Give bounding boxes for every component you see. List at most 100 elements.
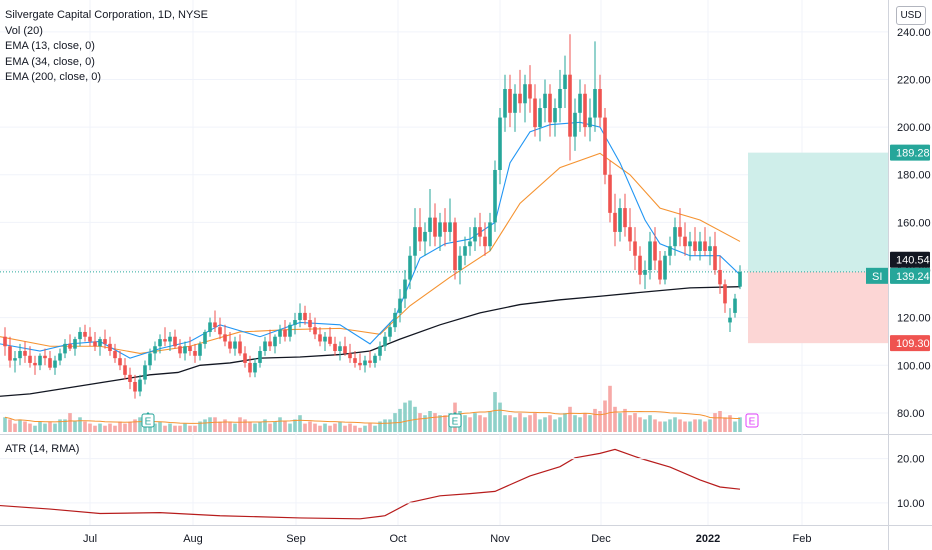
marker-box [448, 413, 462, 428]
candle-body [38, 355, 42, 366]
earnings-marker[interactable]: E [745, 413, 759, 428]
candle-body [468, 241, 472, 247]
candle-body [243, 353, 247, 363]
legend-ema34[interactable]: EMA (34, close, 0) [5, 55, 95, 68]
stop-price-badge-bg [890, 335, 930, 352]
legend-atr[interactable]: ATR (14, RMA) [5, 443, 80, 455]
candle-body [43, 355, 47, 359]
last-price-badge-bg [890, 267, 930, 284]
volume-bar [688, 421, 692, 432]
volume-bar [33, 425, 37, 432]
position-zones[interactable] [0, 152, 888, 344]
volume-bar [83, 421, 87, 432]
candle-body [398, 298, 402, 313]
time-tick-label: Jul [83, 533, 97, 545]
currency-button[interactable]: USD [896, 6, 926, 25]
candle-body [523, 84, 527, 104]
candle-body [483, 236, 487, 247]
volume-bar [478, 415, 482, 432]
volume-bar [383, 419, 387, 432]
volume-bar [708, 419, 712, 432]
price-tick-label: 220.00 [897, 74, 931, 86]
candle-body [178, 346, 182, 354]
volume-bar [163, 425, 167, 432]
volume-bar [223, 419, 227, 432]
candle-body [533, 98, 537, 128]
candle-body [493, 169, 497, 223]
volume-bar [713, 413, 717, 432]
candle-body [498, 117, 502, 170]
candle-body [53, 360, 57, 368]
volume-bar [698, 419, 702, 432]
candle-body [358, 362, 362, 366]
time-tick-label: Aug [183, 533, 203, 545]
volume-bar [13, 423, 17, 432]
candle-body [103, 339, 107, 344]
volume-bar [633, 413, 637, 432]
candle-body [733, 298, 737, 313]
volume-bar [308, 421, 312, 432]
candle-body [428, 217, 432, 232]
time-tick-label: Oct [389, 533, 406, 545]
candle-body [728, 317, 732, 323]
candle-body [153, 346, 157, 354]
volume-bar [288, 423, 292, 432]
candle-body [598, 88, 602, 118]
volume-bar [638, 417, 642, 432]
candle-body [528, 84, 532, 99]
volume-bar [538, 419, 542, 432]
candle-body [258, 351, 262, 363]
candle-body [223, 334, 227, 342]
candle-body [488, 222, 492, 247]
volume-bar [73, 421, 77, 432]
candle-body [738, 271, 742, 287]
candle-body [283, 329, 287, 337]
candle-body [138, 379, 142, 392]
candle-body [593, 88, 597, 118]
candle-body [623, 208, 627, 228]
volume-bar [473, 413, 477, 432]
earnings-marker[interactable]: E [448, 412, 462, 428]
volume-bar [563, 413, 567, 432]
legend-volume[interactable]: Vol (20) [5, 24, 43, 37]
volume-bars [3, 385, 742, 432]
price-tick-label: 100.00 [897, 360, 931, 372]
earnings-marker[interactable]: E [141, 412, 155, 428]
volume-bar [683, 421, 687, 432]
time-tick-label: Feb [793, 533, 812, 545]
marker-label: E [145, 417, 152, 428]
candle-body [268, 341, 272, 347]
volume-bar [258, 421, 262, 432]
candle-body [108, 343, 112, 352]
candle-body [613, 212, 617, 232]
volume-bar [168, 423, 172, 432]
volume-bar [738, 417, 742, 432]
candle-body [193, 351, 197, 356]
volume-bar [208, 417, 212, 432]
chart-title[interactable]: Silvergate Capital Corporation, 1D, NYSE [5, 9, 208, 21]
candle-body [183, 346, 187, 354]
candle-body [313, 327, 317, 335]
legend-ema200[interactable]: EMA (200, close, 0) [5, 71, 101, 83]
atr-line [0, 448, 741, 520]
candle-body [448, 222, 452, 232]
legend-ema13[interactable]: EMA (13, close, 0) [5, 40, 95, 52]
candle-body [703, 241, 707, 251]
volume-bar [248, 421, 252, 432]
volume-bar [293, 419, 297, 432]
candle-body [723, 284, 727, 304]
candle-body [463, 246, 467, 256]
volume-bar [388, 419, 392, 432]
candle-body [618, 208, 622, 232]
candle-body [228, 341, 232, 349]
volume-bar [488, 411, 492, 432]
volume-bar [718, 411, 722, 432]
volume-bar [53, 423, 57, 432]
price-tick-label: 80.00 [897, 408, 925, 420]
candle-body [248, 362, 252, 373]
marker-box [141, 413, 155, 428]
candle-body [518, 93, 522, 104]
candle-body [3, 336, 7, 347]
